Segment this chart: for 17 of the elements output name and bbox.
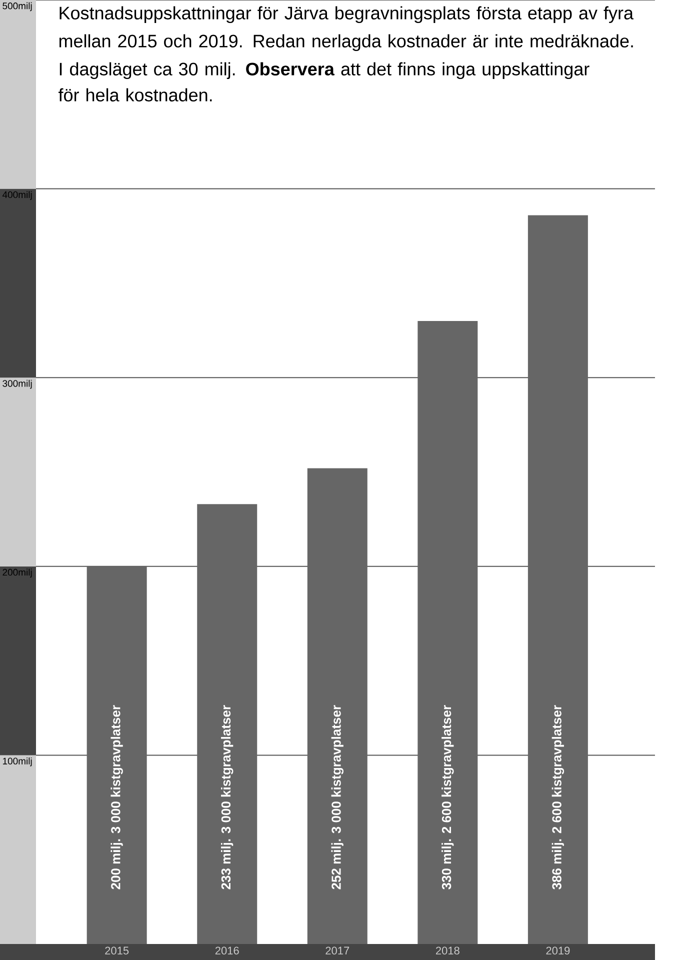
data-label: 200 milj. 3 000 kistgravplatser bbox=[110, 705, 123, 890]
data-label: 386 milj. 2 600 kistgravplatser bbox=[552, 705, 564, 890]
text: Kostnadsuppskattningar för Järva begravningsplats första etapp av fyra mellan 2015 och 2019. Redan nerlagda kostnader är inte medräknade. bbox=[59, 6, 634, 52]
x-tick-label: 2017 bbox=[326, 946, 350, 954]
x-tick-label: 2018 bbox=[436, 946, 460, 954]
data-label: 233 milj. 3 000 kistgravplatser bbox=[221, 705, 234, 890]
x-tick-label: 2019 bbox=[546, 946, 570, 954]
y-tick-label: 400milj bbox=[2, 191, 32, 200]
y-tick-label: 100milj bbox=[3, 757, 32, 766]
x-tick-label: 2015 bbox=[105, 946, 129, 954]
data-label: 330 milj. 2 600 kistgravplatser bbox=[442, 705, 454, 890]
y-tick-label: 500milj bbox=[2, 2, 32, 12]
y-tick-label: 300milj bbox=[2, 380, 32, 389]
data-label: 252 milj. 3 000 kistgravplatser bbox=[331, 705, 344, 890]
y-tick-label: 200milj bbox=[2, 568, 32, 578]
x-tick-label: 2016 bbox=[215, 946, 239, 954]
text: I dagsläget ca 30 milj. Observera att det finns inga uppskattingar för hela kostnaden. bbox=[58, 62, 590, 102]
